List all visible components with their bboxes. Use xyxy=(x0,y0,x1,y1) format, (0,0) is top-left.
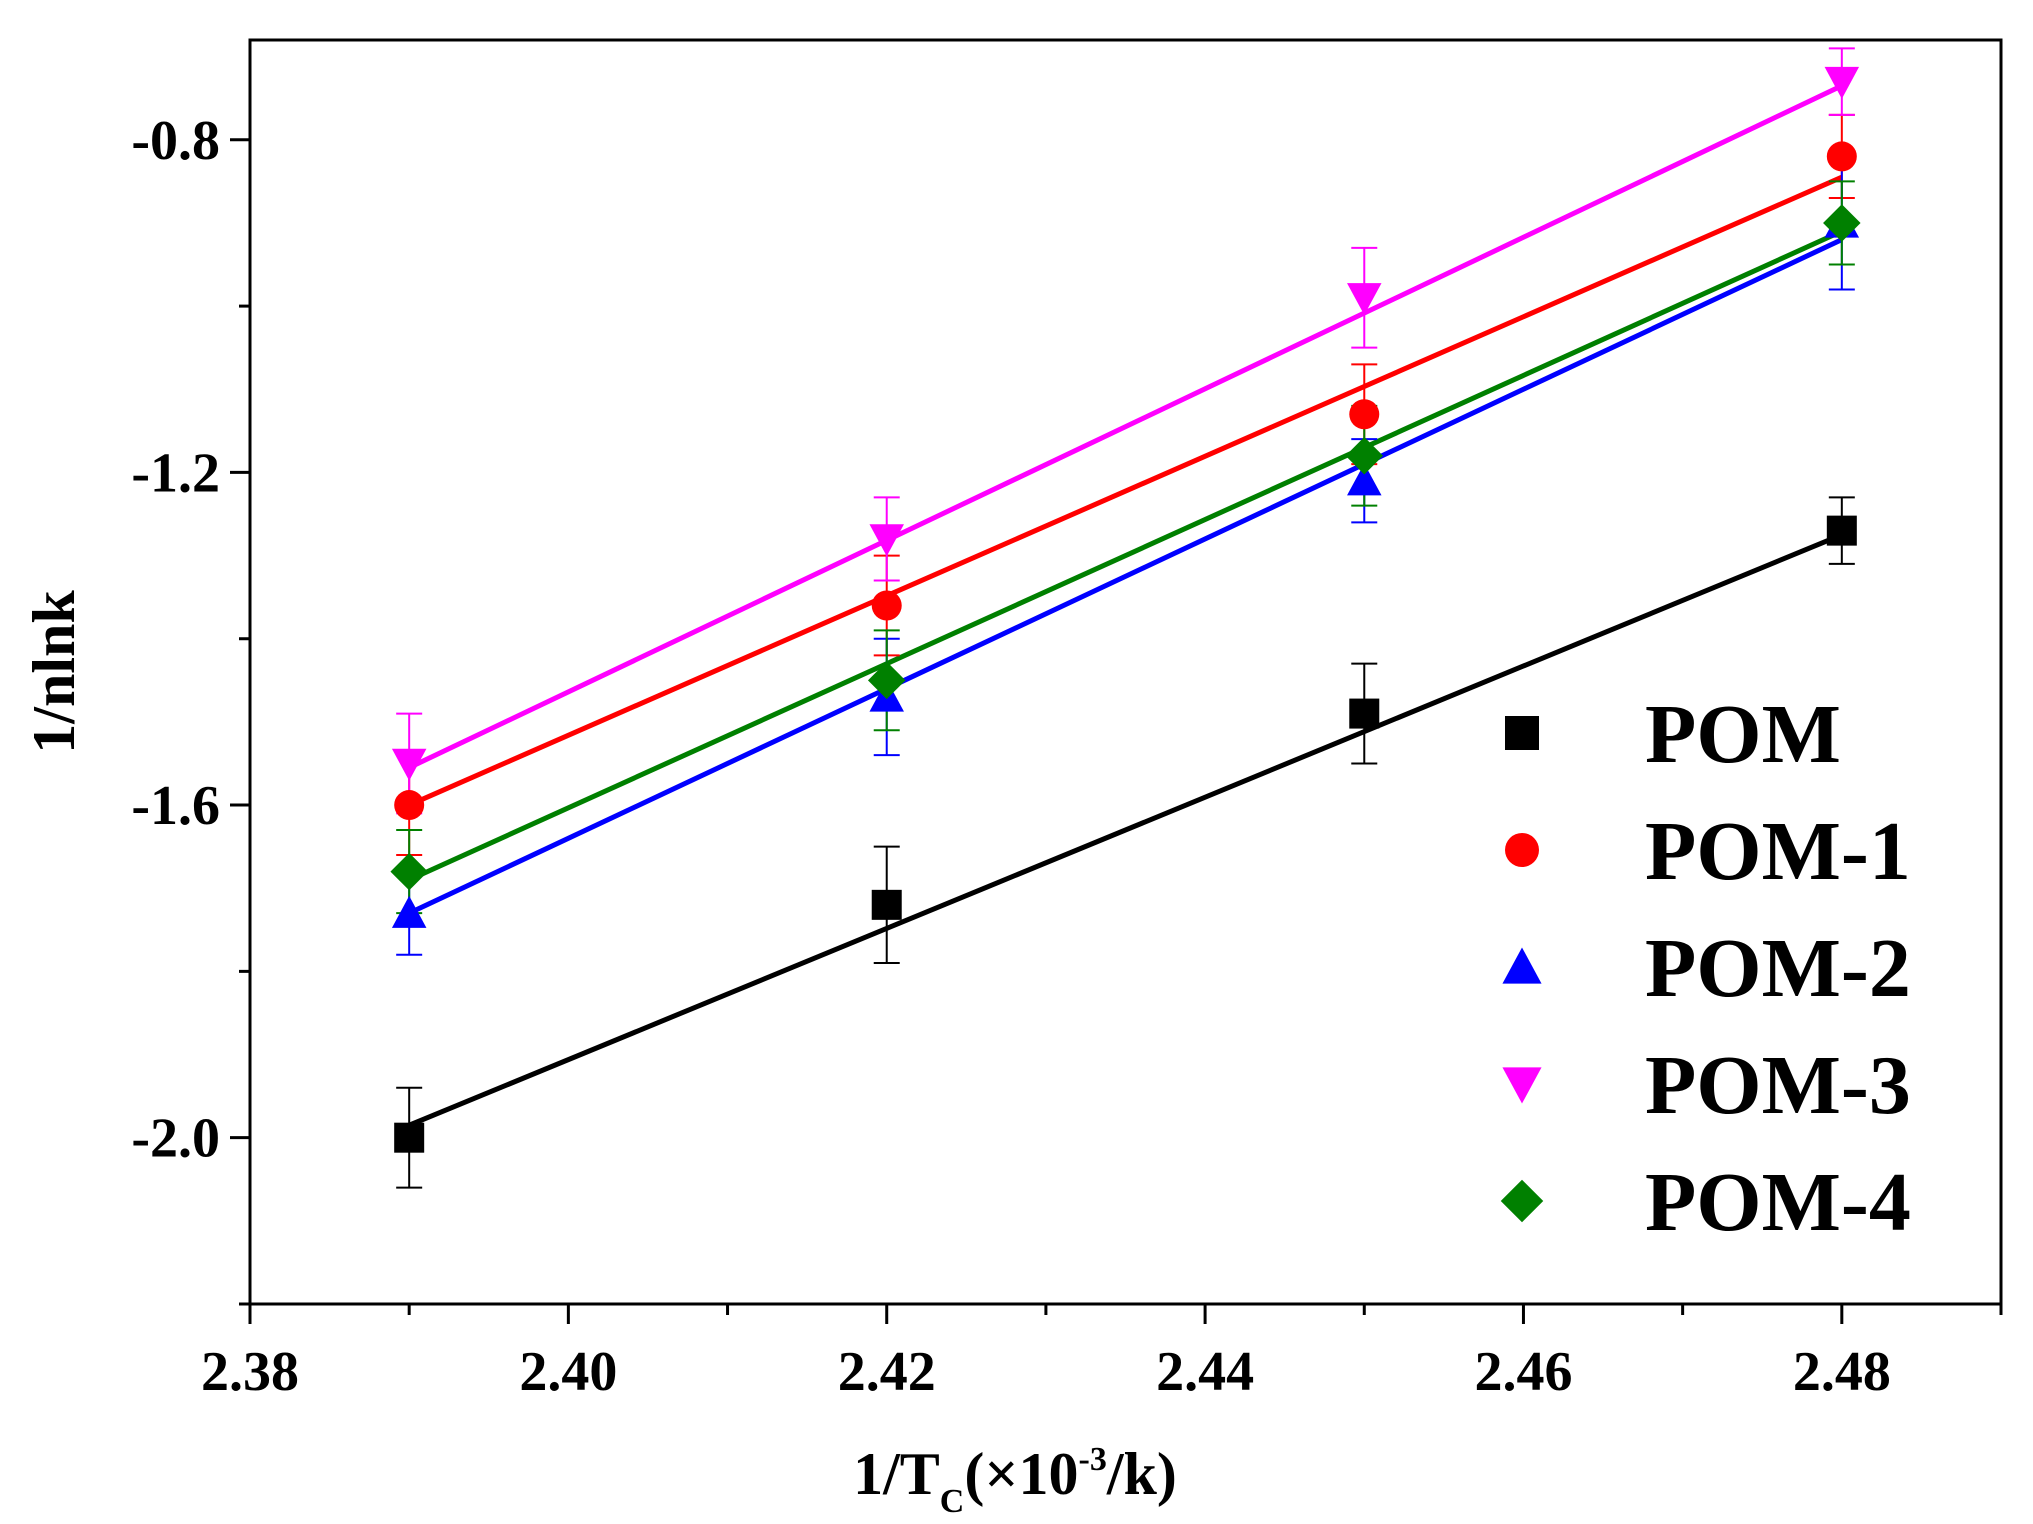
data-point-pom-1 xyxy=(1349,399,1380,430)
x-tick-label: 2.38 xyxy=(201,1341,299,1403)
data-markers xyxy=(390,66,1861,1153)
y-tick-label: -0.8 xyxy=(131,110,220,172)
fit-line-pom xyxy=(408,532,1843,1128)
y-axis-title: 1/nlnk xyxy=(21,590,87,754)
x-axis-title-units-exp: -3 xyxy=(1079,1441,1107,1478)
y-tick-labels: -2.0 -1.6 -1.2 -0.8 xyxy=(131,110,220,1170)
x-axis-title-units-prefix: (×10 xyxy=(964,1441,1078,1507)
data-point-pom-3 xyxy=(1824,66,1860,99)
data-point-pom-4 xyxy=(390,852,428,891)
legend-label: POM-4 xyxy=(1645,1156,1911,1249)
fit-line-pom-2 xyxy=(408,237,1843,916)
axis-ticks xyxy=(230,138,2003,1324)
legend-marker-pom xyxy=(1505,716,1539,750)
x-tick-label: 2.44 xyxy=(1156,1341,1254,1403)
fit-lines xyxy=(408,83,1843,1128)
y-tick-label: -2.0 xyxy=(131,1108,220,1170)
plot-frame xyxy=(248,38,2003,1306)
data-point-pom-1 xyxy=(1826,141,1857,172)
data-point-pom-4 xyxy=(1345,437,1384,475)
legend-label: POM xyxy=(1645,688,1841,781)
data-point-pom-3 xyxy=(1347,283,1382,316)
data-point-pom xyxy=(871,889,902,920)
fit-line-pom-3 xyxy=(408,83,1843,770)
data-point-pom-3 xyxy=(391,748,427,781)
legend-marker-pom-3 xyxy=(1502,1067,1542,1104)
legend-marker-pom-1 xyxy=(1505,833,1539,867)
legend-label: POM-1 xyxy=(1645,805,1911,898)
data-point-pom-4 xyxy=(867,661,906,700)
x-tick-label: 2.46 xyxy=(1474,1341,1572,1403)
data-point-pom xyxy=(394,1122,425,1153)
x-tick-label: 2.48 xyxy=(1793,1341,1891,1403)
data-point-pom-1 xyxy=(394,790,425,821)
legend: POM POM-1 POM-2 POM-3 POM-4 xyxy=(1500,688,1911,1249)
x-axis-title-units-suffix: /k) xyxy=(1106,1441,1177,1507)
y-tick-label: -1.2 xyxy=(131,442,220,504)
legend-label: POM-2 xyxy=(1645,922,1911,1015)
fit-line-pom-1 xyxy=(408,174,1843,808)
x-axis-title-sub: C xyxy=(940,1483,965,1520)
data-point-pom-2 xyxy=(1347,463,1382,496)
legend-marker-pom-4 xyxy=(1500,1179,1544,1223)
fit-line-pom-4 xyxy=(408,228,1843,883)
legend-label: POM-3 xyxy=(1645,1039,1911,1132)
data-point-pom-1 xyxy=(871,590,902,621)
data-point-pom-4 xyxy=(1823,204,1861,242)
x-tick-label: 2.40 xyxy=(519,1341,617,1403)
legend-marker-pom-2 xyxy=(1502,947,1542,984)
data-point-pom-3 xyxy=(869,524,904,557)
x-tick-label: 2.42 xyxy=(838,1341,936,1403)
data-point-pom xyxy=(1349,698,1380,729)
data-point-pom-2 xyxy=(391,895,427,928)
x-axis-title: 1/TC(×10-3/k) xyxy=(853,1441,1177,1520)
x-tick-labels: 2.38 2.40 2.42 2.44 2.46 2.48 xyxy=(201,1341,1891,1403)
data-point-pom xyxy=(1826,515,1857,546)
y-tick-label: -1.6 xyxy=(131,775,220,837)
x-axis-title-main: 1/T xyxy=(853,1441,940,1507)
